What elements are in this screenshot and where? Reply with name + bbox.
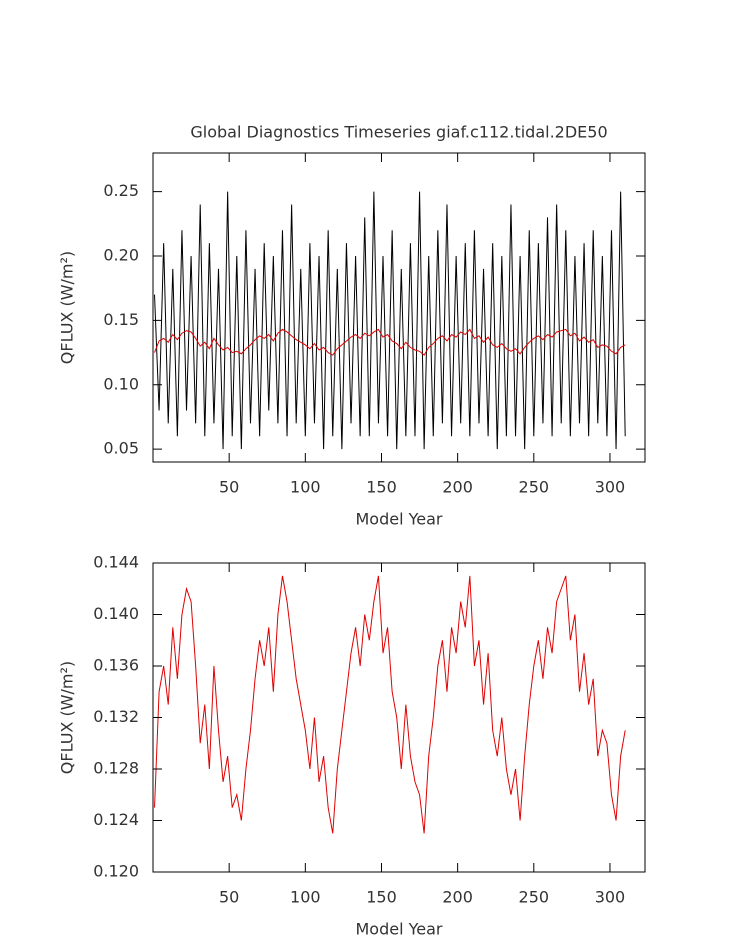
data-line	[154, 328, 626, 356]
y-tick-label: 0.136	[93, 656, 139, 675]
y-tick-label: 0.15	[103, 310, 139, 329]
chart-title: Global Diagnostics Timeseries giaf.c112.…	[190, 123, 607, 142]
y-axis-label: QFLUX (W/m²)	[58, 251, 77, 364]
y-tick-label: 0.25	[103, 181, 139, 200]
x-axis-label: Model Year	[356, 510, 443, 529]
y-tick-label: 0.120	[93, 862, 139, 881]
y-tick-label: 0.140	[93, 604, 139, 623]
x-tick-label: 150	[366, 888, 397, 907]
y-tick-label: 0.128	[93, 759, 139, 778]
x-tick-label: 200	[442, 478, 473, 497]
x-tick-label: 50	[219, 478, 239, 497]
x-tick-label: 300	[595, 478, 626, 497]
x-tick-label: 150	[366, 478, 397, 497]
x-tick-label: 200	[442, 888, 473, 907]
y-tick-label: 0.10	[103, 374, 139, 393]
data-line	[154, 575, 626, 834]
y-tick-label: 0.144	[93, 553, 139, 572]
data-line	[154, 191, 626, 450]
plot-frame	[152, 562, 646, 873]
x-tick-label: 250	[519, 478, 550, 497]
plot-frame	[152, 152, 646, 463]
x-tick-label: 250	[519, 888, 550, 907]
y-axis-label: QFLUX (W/m²)	[58, 661, 77, 774]
x-tick-label: 300	[595, 888, 626, 907]
y-tick-label: 0.124	[93, 810, 139, 829]
x-tick-label: 50	[219, 888, 239, 907]
x-axis-label: Model Year	[356, 920, 443, 939]
x-tick-label: 100	[290, 478, 321, 497]
x-tick-label: 100	[290, 888, 321, 907]
y-tick-label: 0.05	[103, 439, 139, 458]
y-tick-label: 0.132	[93, 707, 139, 726]
y-tick-label: 0.20	[103, 246, 139, 265]
